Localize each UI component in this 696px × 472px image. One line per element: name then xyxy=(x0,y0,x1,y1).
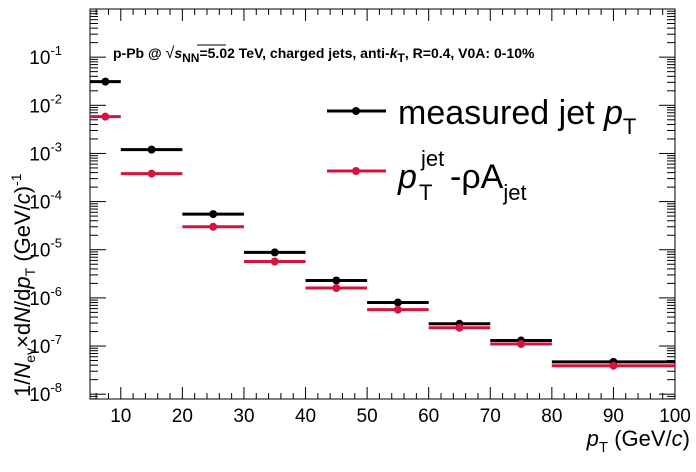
data-point xyxy=(209,210,218,219)
x-tick-label: 100 xyxy=(659,406,691,427)
data-point xyxy=(393,305,402,314)
data-point xyxy=(609,361,618,370)
x-tick-label: 50 xyxy=(357,406,378,427)
data-point xyxy=(332,276,341,285)
x-tick-label: 40 xyxy=(295,406,316,427)
x-axis: 10 20 30 40 50 60 70 80 90 100 xyxy=(95,9,691,427)
data-point xyxy=(101,112,110,121)
data-point xyxy=(455,323,464,332)
data-point xyxy=(332,284,341,293)
data-point xyxy=(147,145,156,154)
x-tick-label: 70 xyxy=(480,406,501,427)
data-point xyxy=(393,298,402,307)
y-tick-label: 10-3 xyxy=(29,139,62,165)
legend-entry-measured: measured jet pT xyxy=(327,94,636,139)
series-layer xyxy=(90,77,675,370)
y-axis-label: 1/Nev×dN/dpT (GeV/c)-1 xyxy=(8,173,38,397)
data-point xyxy=(209,222,218,231)
x-tick-label: 20 xyxy=(172,406,193,427)
data-point xyxy=(147,169,156,178)
x-tick-label: 80 xyxy=(541,406,562,427)
x-axis-label: pT (GeV/c) xyxy=(586,426,690,456)
legend-entry-subtracted: p jet T -ρAjet xyxy=(327,146,527,205)
data-point xyxy=(270,248,279,257)
data-point xyxy=(101,77,110,86)
x-tick-label: 10 xyxy=(110,406,131,427)
data-point xyxy=(270,257,279,266)
series-subtracted xyxy=(90,112,675,370)
x-tick-label: 30 xyxy=(233,406,254,427)
x-tick-label: 60 xyxy=(418,406,439,427)
x-tick-label: 90 xyxy=(603,406,624,427)
legend: measured jet pT p jet T -ρAjet xyxy=(327,94,636,205)
data-point xyxy=(517,340,526,349)
y-axis: 10-110-210-310-410-510-610-710-8 xyxy=(29,10,675,406)
svg-text:measured jet pT: measured jet pT xyxy=(398,94,636,139)
chart-annotation: p-Pb @ √sNN=5.02 TeV, charged jets, anti… xyxy=(113,45,535,65)
